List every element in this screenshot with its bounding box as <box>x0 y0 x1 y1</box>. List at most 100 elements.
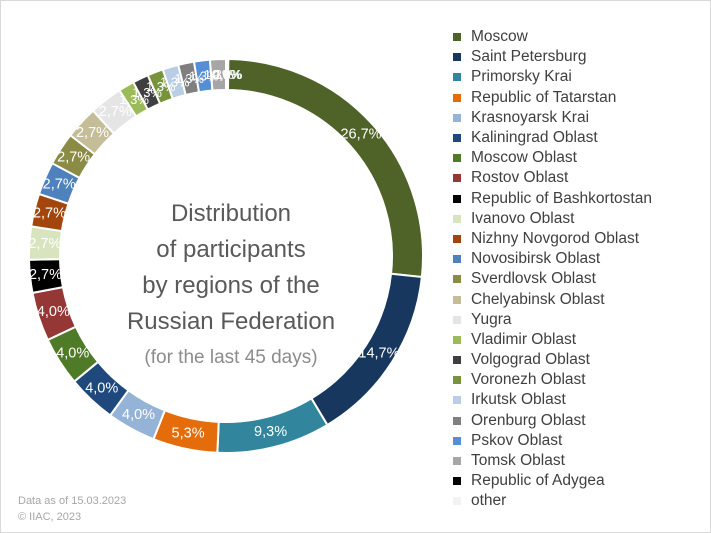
legend-item-irkutsk-oblast: Irkutsk Oblast <box>453 390 708 410</box>
center-title-line-3: by regions of the <box>142 272 320 299</box>
legend-swatch <box>453 356 461 365</box>
chart-legend: Moscow Saint Petersburg Primorsky Krai Repu… <box>453 27 708 512</box>
data-label-vladimir-oblast: 1,3% <box>119 92 149 107</box>
data-label-pskov-oblast: 1,3% <box>189 68 219 83</box>
legend-item-novosibirsk-oblast: Novosibirsk Oblast <box>453 249 708 269</box>
legend-swatch <box>453 457 461 466</box>
data-label-sverdlovsk-oblast: 2,7% <box>57 149 90 165</box>
data-label-kaliningrad-oblast: 4,0% <box>85 380 118 396</box>
legend-label: Vladimir Oblast <box>471 330 577 348</box>
legend-item-republic-of-bashkortostan: Republic of Bashkortostan <box>453 189 708 209</box>
data-label-volgograd-oblast: 1,3% <box>132 85 162 100</box>
legend-item-moscow: Moscow <box>453 27 708 47</box>
legend-label: Republic of Tatarstan <box>471 88 617 106</box>
legend-swatch <box>453 315 461 324</box>
legend-label: Krasnoyarsk Krai <box>471 108 590 126</box>
legend-label: Ivanovo Oblast <box>471 209 575 227</box>
legend-label: Saint Petersburg <box>471 48 587 66</box>
data-label-other: 0,0% <box>213 67 243 82</box>
legend-label: Primorsky Krai <box>471 68 572 86</box>
legend-item-moscow-oblast: Moscow Oblast <box>453 148 708 168</box>
legend-item-yugra: Yugra <box>453 310 708 330</box>
legend-label: Republic of Bashkortostan <box>471 189 652 207</box>
data-label-republic-of-bashkortostan: 2,7% <box>29 267 62 283</box>
legend-swatch <box>453 73 461 82</box>
legend-label: Kaliningrad Oblast <box>471 129 598 147</box>
legend-item-rostov-oblast: Rostov Oblast <box>453 168 708 188</box>
donut-chart: 26,7%14,7%9,3%5,3%4,0%4,0%4,0%4,0%2,7%2,… <box>28 57 424 454</box>
legend-label: Novosibirsk Oblast <box>471 250 601 268</box>
legend-label: Yugra <box>471 310 512 328</box>
legend-label: Nizhny Novgorod Oblast <box>471 229 639 247</box>
legend-swatch <box>453 335 461 344</box>
legend-swatch <box>453 477 461 486</box>
center-title-line-2: of participants <box>156 236 306 263</box>
center-subtitle: (for the last 45 days) <box>144 347 318 368</box>
data-label-primorsky-krai: 9,3% <box>254 424 287 440</box>
legend-label: other <box>471 492 507 510</box>
legend-swatch <box>453 234 461 243</box>
legend-swatch <box>453 134 461 143</box>
legend-label: Pskov Oblast <box>471 431 563 449</box>
legend-item-volgograd-oblast: Volgograd Oblast <box>453 350 708 370</box>
legend-swatch <box>453 436 461 445</box>
legend-item-saint-petersburg: Saint Petersburg <box>453 47 708 67</box>
legend-label: Orenburg Oblast <box>471 411 586 429</box>
legend-item-chelyabinsk-oblast: Chelyabinsk Oblast <box>453 289 708 309</box>
legend-item-primorsky-krai: Primorsky Krai <box>453 67 708 87</box>
legend-item-krasnoyarsk-krai: Krasnoyarsk Krai <box>453 108 708 128</box>
legend-item-orenburg-oblast: Orenburg Oblast <box>453 411 708 431</box>
legend-label: Volgograd Oblast <box>471 351 590 369</box>
center-title-line-4: Russian Federation <box>126 308 336 335</box>
legend-label: Irkutsk Oblast <box>471 391 566 409</box>
legend-item-other: other <box>453 491 708 511</box>
legend-item-vladimir-oblast: Vladimir Oblast <box>453 330 708 350</box>
legend-label: Tomsk Oblast <box>471 452 565 470</box>
legend-swatch <box>453 416 461 425</box>
legend-item-voronezh-oblast: Voronezh Oblast <box>453 370 708 390</box>
legend-label: Moscow Oblast <box>471 149 577 167</box>
data-label-chelyabinsk-oblast: 2,7% <box>76 125 109 141</box>
legend-swatch <box>453 194 461 203</box>
legend-item-pskov-oblast: Pskov Oblast <box>453 431 708 451</box>
legend-swatch <box>453 396 461 405</box>
legend-label: Moscow <box>471 28 528 46</box>
center-title-line-1: Distribution <box>170 200 292 227</box>
copyright-note: © IIAC, 2023 <box>18 511 82 523</box>
legend-label: Republic of Adygea <box>471 472 605 490</box>
legend-swatch <box>453 214 461 223</box>
legend-item-nizhny-novgorod-oblast: Nizhny Novgorod Oblast <box>453 229 708 249</box>
legend-label: Rostov Oblast <box>471 169 569 187</box>
data-label-republic-of-tatarstan: 5,3% <box>172 425 205 441</box>
legend-swatch <box>453 53 461 62</box>
legend-swatch <box>453 33 461 42</box>
data-label-voronezh-oblast: 1,3% <box>146 79 176 94</box>
legend-swatch <box>453 113 461 122</box>
legend-swatch <box>453 255 461 264</box>
legend-item-republic-of-tatarstan: Republic of Tatarstan <box>453 88 708 108</box>
data-label-yugra: 2,7% <box>99 104 132 120</box>
legend-swatch <box>453 275 461 284</box>
data-label-republic-of-adygea: 0,0% <box>212 67 242 82</box>
legend-label: Sverdlovsk Oblast <box>471 270 596 288</box>
data-label-nizhny-novgorod-oblast: 2,7% <box>33 206 66 222</box>
legend-label: Chelyabinsk Oblast <box>471 290 605 308</box>
legend-item-ivanovo-oblast: Ivanovo Oblast <box>453 209 708 229</box>
data-label-orenburg-oblast: 1,3% <box>174 71 204 86</box>
legend-label: Voronezh Oblast <box>471 371 586 389</box>
data-label-novosibirsk-oblast: 2,7% <box>43 176 76 192</box>
legend-swatch <box>453 154 461 163</box>
data-label-moscow-oblast: 4,0% <box>56 345 89 361</box>
legend-item-kaliningrad-oblast: Kaliningrad Oblast <box>453 128 708 148</box>
legend-item-tomsk-oblast: Tomsk Oblast <box>453 451 708 471</box>
data-label-krasnoyarsk-krai: 4,0% <box>122 407 155 423</box>
legend-swatch <box>453 295 461 304</box>
data-label-rostov-oblast: 4,0% <box>37 304 70 320</box>
data-label-irkutsk-oblast: 1,3% <box>160 74 190 89</box>
legend-swatch <box>453 174 461 183</box>
data-date-note: Data as of 15.03.2023 <box>18 495 127 507</box>
data-label-saint-petersburg: 14,7% <box>358 346 399 362</box>
data-label-tomsk-oblast: 1,3% <box>204 67 234 82</box>
data-label-ivanovo-oblast: 2,7% <box>28 236 61 252</box>
